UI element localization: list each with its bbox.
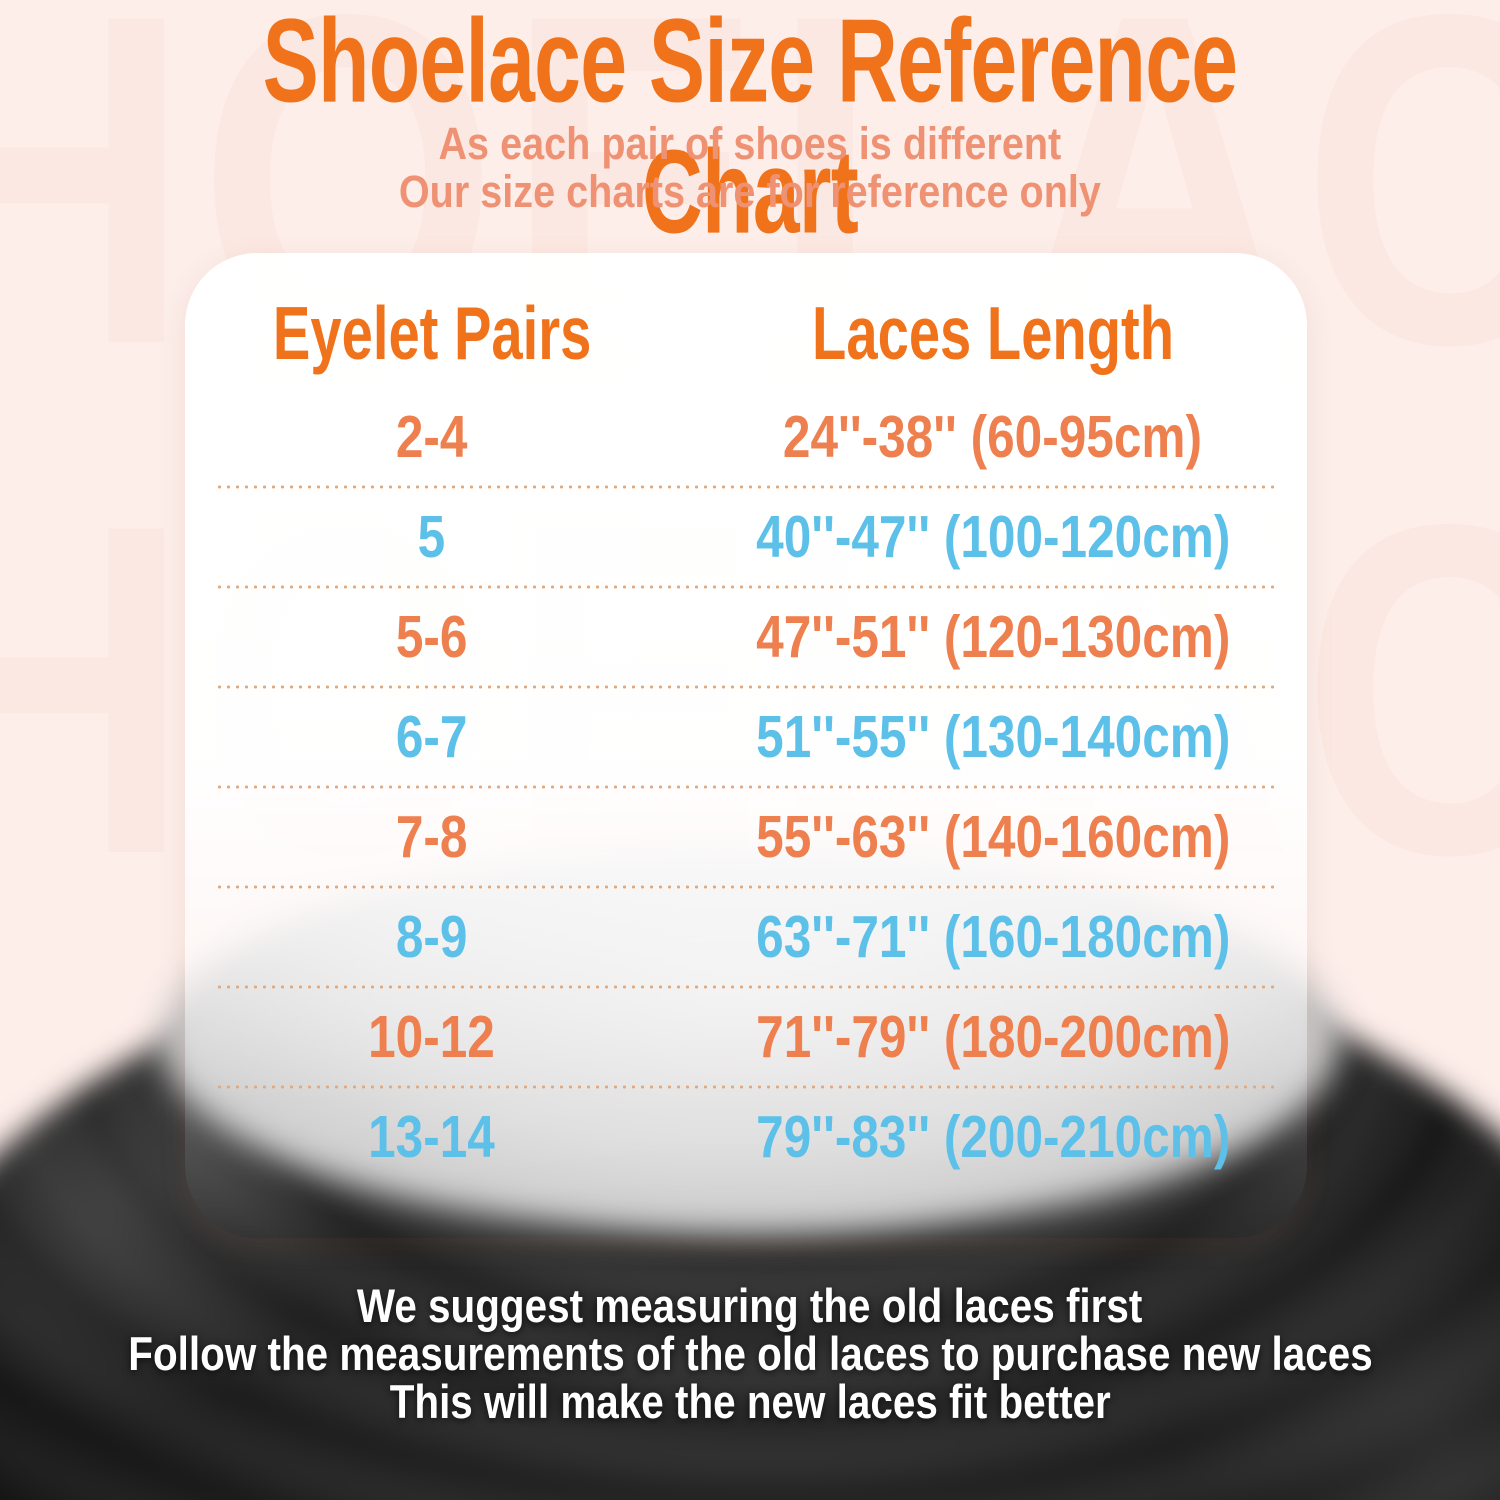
column-header-eyelet-pairs: Eyelet Pairs — [272, 292, 592, 376]
laces-length-value: 51''-55'' (130-140cm) — [755, 704, 1230, 770]
table-row: 13-14 79''-83'' (200-210cm) — [185, 1089, 1307, 1185]
advice-line-3: This will make the new laces fit better — [389, 1375, 1111, 1428]
eyelet-pairs-value: 10-12 — [368, 1004, 496, 1070]
table-row: 5-6 47''-51'' (120-130cm) — [185, 589, 1307, 685]
subtitle-line-2: Our size charts are for reference only — [398, 166, 1102, 217]
table-row: 10-12 71''-79'' (180-200cm) — [185, 989, 1307, 1085]
table-row: 8-9 63''-71'' (160-180cm) — [185, 889, 1307, 985]
eyelet-pairs-value: 5 — [418, 504, 446, 570]
laces-length-value: 63''-71'' (160-180cm) — [755, 904, 1230, 970]
table-row: 5 40''-47'' (100-120cm) — [185, 489, 1307, 585]
page-title: Shoelace Size Reference Chart — [262, 0, 1238, 258]
laces-length-value: 71''-79'' (180-200cm) — [755, 1004, 1230, 1070]
column-header-laces-length: Laces Length — [811, 292, 1174, 376]
dotted-divider — [215, 685, 1277, 689]
eyelet-pairs-value: 13-14 — [368, 1104, 496, 1170]
eyelet-pairs-value: 6-7 — [396, 704, 468, 770]
dotted-divider — [215, 985, 1277, 989]
table-row: 7-8 55''-63'' (140-160cm) — [185, 789, 1307, 885]
dotted-divider — [215, 785, 1277, 789]
table-header-row: Eyelet Pairs Laces Length — [185, 279, 1307, 389]
laces-length-value: 24''-38'' (60-95cm) — [783, 404, 1203, 470]
advice-line-1: We suggest measuring the old laces first — [357, 1279, 1143, 1332]
table-row: 6-7 51''-55'' (130-140cm) — [185, 689, 1307, 785]
advice-line-2: Follow the measurements of the old laces… — [127, 1327, 1373, 1380]
dotted-divider — [215, 885, 1277, 889]
eyelet-pairs-value: 5-6 — [396, 604, 468, 670]
size-chart-card: Eyelet Pairs Laces Length 2-4 24''-38'' … — [185, 253, 1307, 1238]
subtitle: As each pair of shoes is different Our s… — [0, 120, 1500, 216]
dotted-divider — [215, 585, 1277, 589]
table-row: 2-4 24''-38'' (60-95cm) — [185, 389, 1307, 485]
laces-length-value: 79''-83'' (200-210cm) — [755, 1104, 1230, 1170]
measuring-advice: We suggest measuring the old laces first… — [0, 1282, 1500, 1426]
eyelet-pairs-value: 8-9 — [396, 904, 468, 970]
laces-length-value: 47''-51'' (120-130cm) — [755, 604, 1230, 670]
eyelet-pairs-value: 2-4 — [396, 404, 468, 470]
dotted-divider — [215, 485, 1277, 489]
subtitle-line-1: As each pair of shoes is different — [438, 118, 1062, 169]
laces-length-value: 55''-63'' (140-160cm) — [755, 804, 1230, 870]
eyelet-pairs-value: 7-8 — [396, 804, 468, 870]
dotted-divider — [215, 1085, 1277, 1089]
laces-length-value: 40''-47'' (100-120cm) — [755, 504, 1230, 570]
